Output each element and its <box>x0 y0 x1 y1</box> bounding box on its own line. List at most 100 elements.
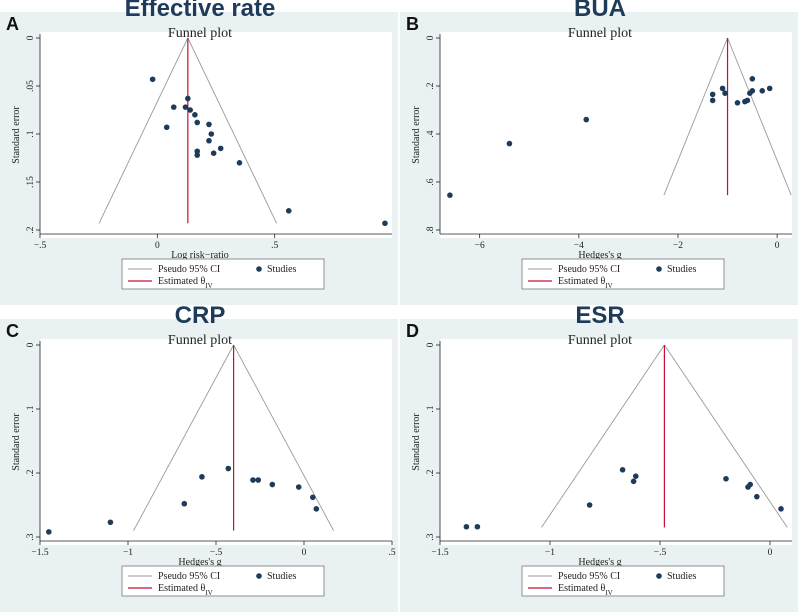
legend-studies-label: Studies <box>267 571 297 582</box>
funnel-plot-chart: Funnel plot 0 .1 .2 .3 −1.5 −1 −.5 0 Hedges's g St… <box>411 333 792 597</box>
study-point <box>583 116 590 123</box>
plot-area <box>440 32 792 238</box>
panel-esr: ESR D Funnel plot 0 .1 .2 .3 −1.5 −1 −.5 0 Hedges… <box>400 302 800 614</box>
study-point <box>749 88 756 94</box>
study-point <box>250 477 256 483</box>
y-tick-label: .2 <box>26 226 36 233</box>
y-tick-label: .6 <box>426 178 436 185</box>
study-point <box>295 484 302 490</box>
study-point <box>463 523 470 530</box>
x-tick-label: 0 <box>155 241 160 251</box>
y-tick-label: .2 <box>426 82 436 89</box>
funnel-right-line <box>664 344 788 528</box>
study-point <box>313 506 320 512</box>
study-point <box>759 88 766 94</box>
study-point <box>447 192 453 198</box>
y-tick-label: .1 <box>26 130 36 137</box>
panel-title: CRP <box>174 302 226 329</box>
legend-box <box>521 565 725 597</box>
study-point <box>199 474 205 480</box>
study-point <box>633 473 639 479</box>
study-point <box>208 131 215 137</box>
study-point <box>630 478 637 485</box>
x-tick-label: .5 <box>388 548 395 558</box>
study-point <box>236 160 243 166</box>
study-point <box>206 121 212 128</box>
legend-studies-label: Studies <box>667 571 697 582</box>
funnel-plot-chart: Funnel plot 0 .1 .2 .3 −1.5 −1 −.5 0 .5 Hedges's g… <box>11 333 396 597</box>
y-tick-label: 0 <box>26 342 36 347</box>
legend-estimate-label: Estimated θIV <box>558 583 613 597</box>
y-tick-label: .2 <box>26 469 36 476</box>
legend-ci-label: Pseudo 95% CI <box>158 571 220 582</box>
plot-area <box>440 339 792 545</box>
plot-title: Funnel plot <box>568 26 632 41</box>
study-point <box>285 208 292 214</box>
study-point <box>206 137 212 144</box>
y-tick-label: .15 <box>26 176 36 188</box>
study-point <box>217 145 224 152</box>
legend-studies-swatch <box>656 266 662 272</box>
study-point <box>619 467 626 473</box>
legend-estimate-subscript: IV <box>605 282 612 290</box>
legend-ci-label: Pseudo 95% CI <box>558 264 620 275</box>
x-tick-label: −.5 <box>34 241 47 251</box>
x-tick-label: −4 <box>574 241 584 251</box>
legend-studies-swatch <box>256 573 262 579</box>
study-point <box>382 220 388 227</box>
legend-studies-label: Studies <box>267 264 297 275</box>
panel-letter: A <box>6 14 19 34</box>
legend-studies-swatch <box>256 266 262 272</box>
study-point <box>187 107 193 113</box>
funnel-left-line <box>98 37 189 224</box>
study-point <box>766 85 773 92</box>
y-tick-label: 0 <box>426 35 436 40</box>
legend-estimate-subscript: IV <box>605 589 612 597</box>
funnel-right-line <box>727 37 792 196</box>
y-tick-label: .05 <box>26 80 36 92</box>
study-point <box>210 150 217 156</box>
study-point <box>194 152 201 158</box>
study-point <box>194 148 201 155</box>
y-axis-label: Standard error <box>11 413 22 471</box>
funnel-left-line <box>541 344 665 528</box>
legend-studies-label: Studies <box>667 264 697 275</box>
legend-ci-label: Pseudo 95% CI <box>558 571 620 582</box>
study-point <box>709 91 716 98</box>
plot-area <box>40 32 392 238</box>
study-point <box>754 493 760 500</box>
study-point <box>46 529 52 535</box>
funnel-left-line <box>133 344 234 531</box>
legend-estimate-subscript: IV <box>205 589 212 597</box>
study-point <box>182 104 189 110</box>
x-tick-label: −2 <box>673 241 683 251</box>
x-tick-label: −1 <box>545 548 555 558</box>
y-tick-label: .2 <box>426 469 436 476</box>
study-point <box>474 523 481 530</box>
study-point <box>709 97 716 104</box>
study-point <box>192 112 198 118</box>
x-tick-label: 0 <box>768 548 773 558</box>
funnel-left-line <box>663 37 728 196</box>
funnel-plot-chart: Funnel plot 0 .2 .4 .6 .8 −6 −4 −2 0 Hedges's g Sta… <box>411 26 792 290</box>
panel-crp: CRP C Funnel plot 0 .1 .2 .3 −1.5 −1 −.5 0 .5 Hedg… <box>0 302 400 614</box>
y-tick-label: 0 <box>426 342 436 347</box>
study-point <box>734 100 741 106</box>
plot-title: Funnel plot <box>168 333 232 348</box>
study-point <box>194 119 201 126</box>
y-tick-label: .8 <box>426 226 436 233</box>
study-point <box>163 124 170 131</box>
study-point <box>719 85 726 92</box>
x-tick-label: .5 <box>271 241 278 251</box>
study-point <box>107 519 114 526</box>
study-point <box>506 140 513 147</box>
funnel-plot-chart: Funnel plot 0 .05 .1 .15 .2 −.5 0 .5 Log risk−rat… <box>11 26 392 290</box>
x-axis-label: Log risk−ratio <box>171 250 229 261</box>
y-axis-label: Standard error <box>411 413 422 471</box>
funnel-right-line <box>233 344 335 531</box>
legend-ci-label: Pseudo 95% CI <box>158 264 220 275</box>
x-axis-label: Hedges's g <box>578 250 621 261</box>
study-point <box>723 475 729 482</box>
funnel-right-line <box>187 37 278 224</box>
legend-box <box>121 258 325 290</box>
